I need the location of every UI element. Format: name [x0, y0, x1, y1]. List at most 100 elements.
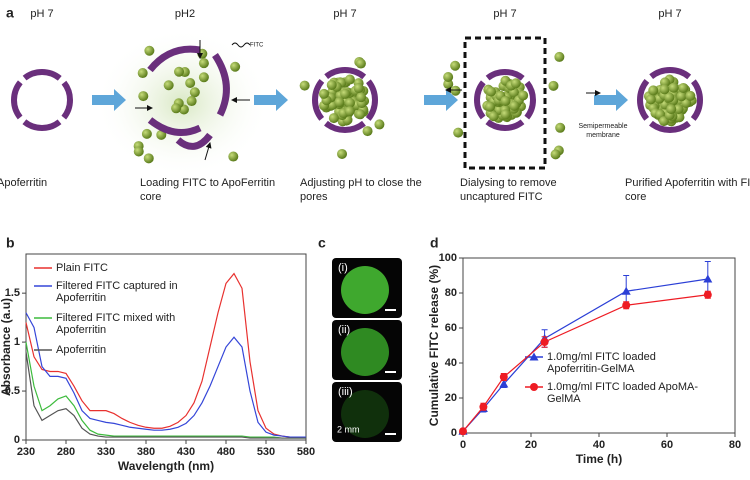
- image-label: (iii): [338, 386, 353, 398]
- apoferritin-shell: [474, 69, 536, 131]
- x-tick-label: 40: [593, 439, 605, 451]
- membrane-label-box: Semipermeable membrane: [578, 123, 628, 139]
- y-tick-label: 40: [445, 357, 457, 369]
- particle: [344, 74, 355, 85]
- panel-a: pH 7 Apoferritin pH2 Loading FITC to ApoFer…: [0, 8, 750, 203]
- particle: [518, 90, 529, 101]
- y-tick-label: 20: [445, 392, 457, 404]
- particle: [668, 82, 679, 93]
- particle: [340, 88, 351, 99]
- hydrogel: [341, 328, 389, 376]
- particle: [353, 83, 364, 94]
- series-line: [25, 341, 306, 439]
- panel-label: a: [6, 5, 14, 21]
- y-tick-label: 1: [14, 336, 20, 348]
- process-arrow: [92, 89, 126, 111]
- step-caption-box: Purified Apoferritin with FITC core: [625, 177, 750, 203]
- particle: [143, 153, 154, 164]
- marker: [703, 274, 713, 283]
- particle: [337, 148, 348, 159]
- plot-frame: [25, 253, 307, 441]
- image-label: (i): [338, 262, 348, 274]
- particle: [138, 91, 149, 102]
- y-tick-label: 0: [451, 427, 457, 439]
- panel-label: b: [6, 235, 15, 251]
- legend-label-box: 1.0mg/ml FITC loaded ApoMA-GelMA: [547, 381, 698, 405]
- x-tick-label: 0: [460, 439, 466, 451]
- shell-fragment: [175, 132, 213, 150]
- micrograph: (iii): [332, 382, 402, 442]
- particle: [443, 79, 454, 90]
- particle: [144, 45, 155, 56]
- marker: [499, 379, 509, 388]
- particle: [198, 58, 209, 69]
- particle: [189, 87, 200, 98]
- particle: [673, 104, 684, 115]
- x-tick-label: 80: [729, 439, 741, 451]
- particle: [509, 100, 520, 111]
- particle: [648, 85, 659, 96]
- step-caption: Adjusting pH to close the pores: [300, 177, 422, 203]
- y-tick-label: 0.5: [5, 385, 20, 397]
- marker: [622, 301, 631, 310]
- series-line: [462, 294, 708, 432]
- particle: [356, 92, 367, 103]
- particle: [550, 149, 561, 160]
- shell-fragment: [212, 53, 230, 117]
- particle: [186, 96, 197, 107]
- particle: [486, 86, 497, 97]
- legend-marker: [529, 352, 539, 361]
- membrane-label: Semipermeable membrane: [578, 123, 628, 139]
- particle: [555, 122, 566, 133]
- particle: [328, 113, 339, 124]
- scale-label: 2 mm: [337, 424, 360, 434]
- legend-label: Filtered FITC mixed with Apoferritin: [56, 312, 176, 336]
- particle: [659, 84, 670, 95]
- legend-label-box: Filtered FITC captured in Apoferritin: [56, 280, 178, 304]
- diffusion-arrow: [204, 142, 212, 161]
- particle: [163, 80, 174, 91]
- panel-label: c: [318, 235, 326, 251]
- step-caption-box: Dialysing to remove uncaptured FITC: [460, 177, 557, 203]
- x-tick-label: 480: [217, 446, 235, 458]
- shell-fragment: [147, 117, 202, 136]
- panel-c: c (i) (ii) (iii) 2 mm: [318, 235, 402, 442]
- series-line: [25, 312, 306, 438]
- ph-label: pH2: [175, 8, 195, 20]
- particle: [676, 91, 687, 102]
- micrograph: (ii): [332, 320, 402, 380]
- series-line: [462, 278, 708, 432]
- marker: [540, 338, 549, 346]
- marker: [459, 427, 467, 436]
- particle: [355, 58, 366, 69]
- hydrogel: [341, 266, 389, 314]
- particle: [554, 51, 565, 62]
- particle: [185, 77, 196, 88]
- particle: [548, 80, 559, 91]
- particle: [362, 126, 373, 137]
- process-arrow: [594, 89, 628, 111]
- marker: [479, 402, 488, 411]
- particle: [453, 127, 464, 138]
- dialysis-membrane: [463, 36, 547, 170]
- x-axis-label: Time (h): [576, 452, 622, 466]
- fitc-tag: FITC: [250, 43, 264, 49]
- particle: [443, 71, 454, 82]
- particle: [485, 101, 496, 112]
- particle: [510, 78, 521, 89]
- marker: [621, 286, 631, 295]
- apoferritin-shell: [637, 67, 703, 133]
- legend-marker: [530, 383, 538, 391]
- process-arrow: [424, 89, 458, 111]
- charts: b 230 280 330 380 430 480 530 580 0 0.5 1 1.5 Wavelen…: [0, 235, 741, 473]
- particle: [228, 151, 239, 162]
- step-caption-box: Apoferritin: [0, 177, 47, 189]
- x-tick-label: 20: [525, 439, 537, 451]
- panel-label: d: [430, 235, 439, 251]
- legend-label: Filtered FITC captured in Apoferritin: [56, 280, 178, 304]
- particle: [500, 95, 511, 106]
- shell-fragment: [147, 45, 201, 73]
- particle: [198, 72, 209, 83]
- step-caption: Loading FITC to ApoFerritin core: [140, 177, 276, 203]
